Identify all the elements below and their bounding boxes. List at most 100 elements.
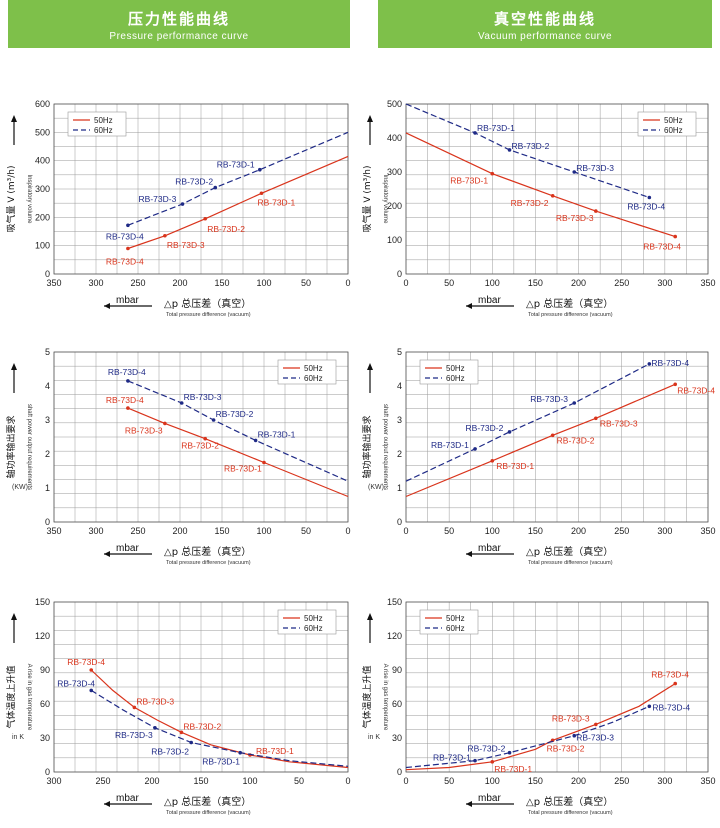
x-tick-label: 300 bbox=[46, 776, 61, 786]
data-label: RB-73D-2 bbox=[207, 224, 245, 234]
y-tick-label: 400 bbox=[35, 156, 50, 166]
plot-frame bbox=[405, 601, 709, 773]
data-point bbox=[673, 234, 678, 239]
x-axis-arrowhead bbox=[466, 303, 472, 309]
data-label: RB-73D-3 bbox=[139, 194, 177, 204]
x-tick-label: 50 bbox=[444, 776, 454, 786]
data-point bbox=[572, 733, 577, 738]
x-tick-label: 200 bbox=[172, 526, 187, 536]
data-label: RB-73D-1 bbox=[224, 464, 262, 474]
data-point bbox=[211, 418, 216, 422]
y-axis-arrowhead bbox=[11, 363, 17, 370]
x-tick-label: 300 bbox=[657, 278, 672, 288]
data-point bbox=[126, 223, 130, 228]
data-point bbox=[126, 406, 130, 410]
data-point bbox=[473, 758, 477, 763]
x-axis-unit: mbar bbox=[116, 543, 139, 554]
x-tick-label: 150 bbox=[528, 776, 543, 786]
x-tick-label: 200 bbox=[144, 776, 159, 786]
data-label: RB-73D-3 bbox=[167, 240, 205, 250]
pressure-power-chart: 350 300 250 200 150 100 50 0 0 1 2 3 4 5 mbar △p 总压差（真空… bbox=[5, 347, 351, 566]
data-label: RB-73D-2 bbox=[557, 435, 595, 445]
data-point bbox=[473, 131, 477, 135]
y-axis-arrowhead bbox=[11, 115, 17, 122]
data-point bbox=[647, 704, 652, 709]
y-tick-label: 5 bbox=[45, 347, 50, 357]
data-label: RB-73D-4 bbox=[108, 367, 146, 377]
x-tick-label: 150 bbox=[528, 526, 543, 536]
x-tick-label: 100 bbox=[256, 278, 271, 288]
y-tick-label: 2 bbox=[397, 449, 402, 459]
data-point bbox=[647, 362, 652, 366]
data-label: RB-73D-3 bbox=[552, 713, 590, 723]
data-label: RB-73D-4 bbox=[677, 385, 715, 395]
data-label: RB-73D-3 bbox=[136, 696, 174, 706]
data-label: RB-73D-1 bbox=[494, 764, 532, 774]
data-label: RB-73D-4 bbox=[651, 670, 689, 680]
data-point bbox=[550, 433, 555, 438]
data-label: RB-73D-4 bbox=[651, 358, 689, 368]
y-tick-label: 200 bbox=[387, 201, 402, 211]
x-tick-label: 250 bbox=[614, 526, 629, 536]
plot-frame bbox=[405, 103, 709, 275]
x-tick-label: 100 bbox=[485, 278, 500, 288]
x-axis-label-en: Total pressure difference (vacuum) bbox=[166, 560, 251, 566]
grid bbox=[53, 103, 349, 275]
x-tick-label: 0 bbox=[345, 776, 350, 786]
data-point bbox=[594, 416, 598, 421]
data-point bbox=[594, 209, 598, 213]
y-tick-label: 300 bbox=[387, 167, 402, 177]
y-axis-arrowhead bbox=[11, 613, 17, 620]
x-tick-label: 350 bbox=[700, 776, 715, 786]
x-tick-label: 0 bbox=[403, 776, 408, 786]
data-label: RB-73D-4 bbox=[106, 231, 144, 241]
x-tick-label: 150 bbox=[193, 776, 208, 786]
data-point bbox=[507, 148, 512, 152]
legend-entry-50Hz: 50Hz bbox=[304, 614, 323, 623]
data-label: RB-73D-4 bbox=[652, 702, 690, 712]
data-point bbox=[673, 382, 678, 387]
x-tick-label: 50 bbox=[294, 776, 304, 786]
series-line-50Hz bbox=[127, 407, 349, 498]
x-tick-label: 200 bbox=[571, 526, 586, 536]
y-tick-label: 300 bbox=[35, 184, 50, 194]
data-label: RB-73D-1 bbox=[496, 461, 534, 471]
data-label: RB-73D-3 bbox=[125, 425, 163, 435]
y-tick-label: 0 bbox=[45, 269, 50, 279]
y-tick-label: 500 bbox=[35, 127, 50, 137]
x-axis-unit: mbar bbox=[116, 793, 139, 804]
series-line-50Hz bbox=[405, 683, 676, 771]
plot-frame bbox=[53, 103, 349, 275]
x-tick-label: 150 bbox=[528, 278, 543, 288]
x-tick-label: 0 bbox=[345, 278, 350, 288]
data-point bbox=[89, 668, 94, 672]
y-axis-label: 轴功率输出要求 bbox=[5, 415, 17, 478]
data-point bbox=[179, 730, 184, 735]
data-point bbox=[203, 216, 207, 221]
data-label: RB-73D-4 bbox=[106, 257, 144, 267]
legend-entry-50Hz: 50Hz bbox=[446, 614, 465, 623]
y-axis-label: 轴功率输出要求 bbox=[361, 415, 373, 478]
data-point bbox=[213, 185, 218, 190]
data-label: RB-73D-2 bbox=[511, 198, 549, 208]
legend-box bbox=[637, 111, 697, 137]
x-axis-arrowhead bbox=[466, 551, 472, 557]
y-axis-arrowhead bbox=[367, 363, 373, 370]
y-axis-label: 吸气量 V (m³/h) bbox=[5, 165, 17, 232]
data-point bbox=[550, 194, 555, 198]
x-tick-label: 150 bbox=[214, 526, 229, 536]
data-point bbox=[507, 750, 512, 755]
data-label: RB-73D-2 bbox=[183, 721, 221, 731]
y-tick-label: 4 bbox=[45, 381, 50, 391]
data-point bbox=[490, 760, 495, 764]
x-axis-label-en: Total pressure difference (vacuum) bbox=[166, 312, 251, 318]
x-axis-label: △p 总压差（真空） bbox=[526, 545, 613, 558]
x-tick-label: 50 bbox=[301, 278, 311, 288]
x-tick-label: 50 bbox=[444, 526, 454, 536]
data-label: RB-73D-2 bbox=[181, 441, 219, 451]
data-label: RB-73D-3 bbox=[184, 392, 222, 402]
plot-frame bbox=[53, 601, 349, 773]
pressure-volume-chart: 350 300 250 200 150 100 50 00100200300400500600… bbox=[5, 99, 351, 318]
data-label: RB-73D-2 bbox=[466, 423, 504, 433]
data-label: RB-73D-2 bbox=[468, 744, 506, 754]
